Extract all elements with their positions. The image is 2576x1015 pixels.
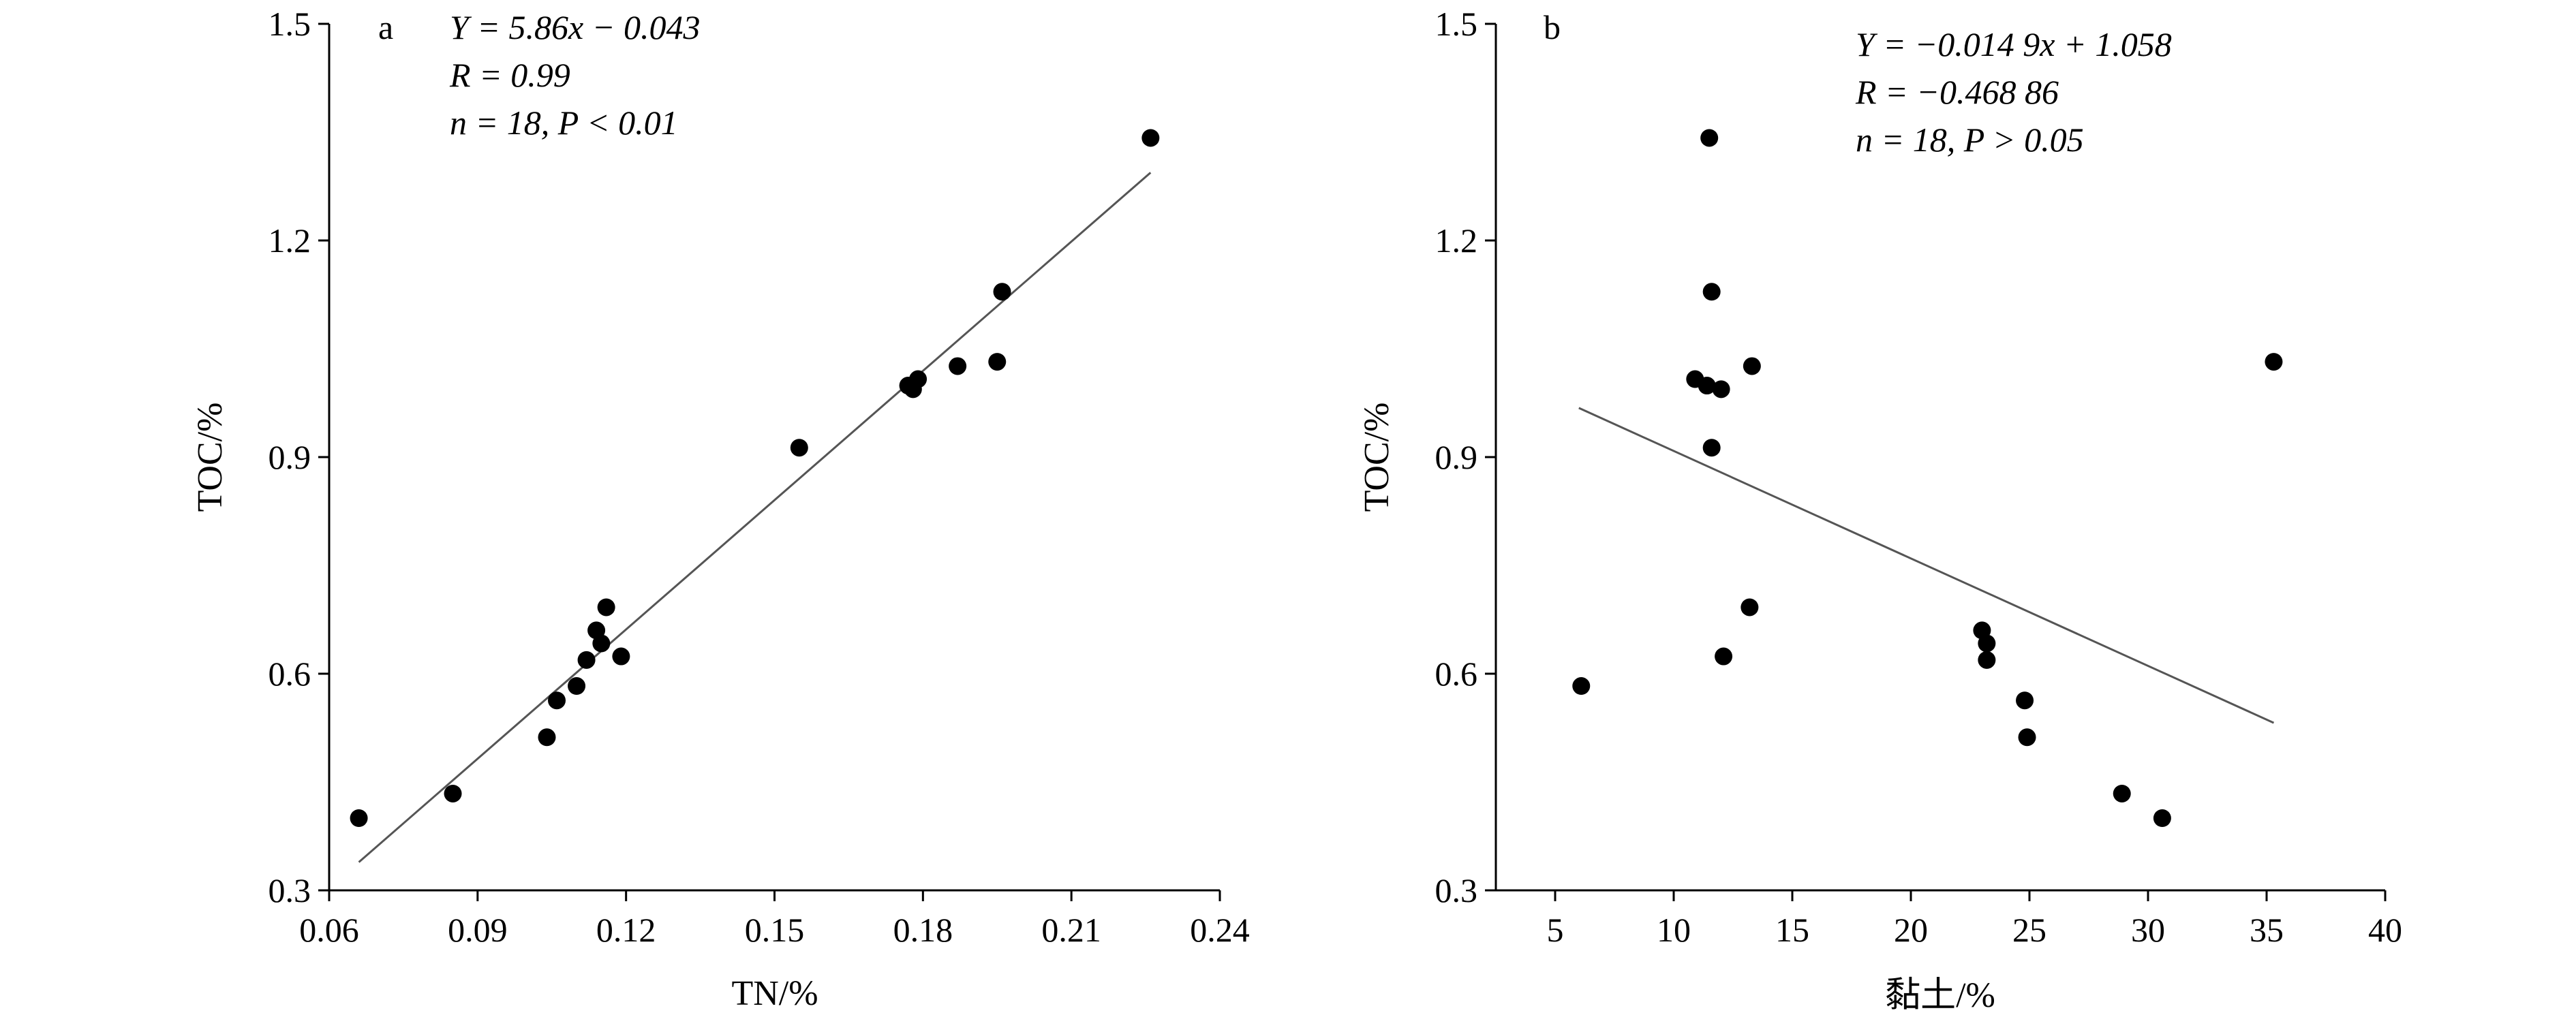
panel-a-label: a — [378, 8, 393, 46]
panel-b-data-point — [1698, 377, 1716, 395]
panel-a-data-point — [592, 634, 611, 653]
panel-b-data-point — [1978, 651, 1996, 669]
panel-b-x-tick-label: 35 — [2250, 911, 2284, 949]
panel-a-r-value: R = 0.99 — [449, 56, 570, 94]
panel-b-data-point — [2265, 353, 2283, 371]
panel-b-data-point — [1702, 283, 1721, 301]
panel-a-fit-line-group — [358, 172, 1152, 863]
panel-a-data-point — [909, 370, 927, 388]
panel-b-data-point — [1712, 380, 1730, 399]
panel-b-data-point — [1743, 357, 1761, 375]
panel-b-y-tick-label: 1.2 — [1435, 221, 1478, 260]
panel-a-x-tick-label: 0.09 — [448, 911, 508, 949]
panel-a-y-tick-label: 0.9 — [269, 438, 311, 476]
panel-b-y-tick-label: 1.5 — [1435, 5, 1478, 43]
panel-a-data-point — [350, 809, 368, 827]
panel-a-data-point — [790, 439, 808, 457]
panel-a-y-tick-label: 0.3 — [269, 871, 311, 909]
panel-b-y-ticks: 0.3 0.6 0.9 1.2 1.5 — [1435, 5, 1496, 909]
panel-a-y-tick-label: 1.5 — [269, 5, 311, 43]
panel-b-data-point — [1702, 439, 1721, 457]
panel-b-data-point — [2016, 691, 2034, 710]
panel-b-y-tick-label: 0.3 — [1435, 871, 1478, 909]
panel-a-x-tick-label: 0.12 — [596, 911, 656, 949]
panel-b-data-point — [1978, 634, 1996, 653]
panel-a-chart: 0.06 0.09 0.12 0.15 0.18 0.21 0.24 0.3 0.6 0.9 1.… — [191, 5, 1250, 1013]
panel-a-x-tick-label: 0.18 — [893, 911, 953, 949]
panel-b-x-tick-label: 20 — [1894, 911, 1928, 949]
panel-a-data-point — [548, 691, 566, 710]
panel-a-data-point — [577, 651, 596, 669]
panel-b-y-tick-label: 0.9 — [1435, 438, 1478, 476]
panel-a-x-tick-label: 0.24 — [1190, 911, 1250, 949]
panel-a-data-point — [1141, 129, 1160, 147]
panel-b-data-point — [2113, 784, 2131, 802]
panel-a-x-axis-label: TN/% — [731, 974, 818, 1013]
panel-b-fit-line-group — [1578, 407, 2275, 724]
panel-a-x-tick-label: 0.06 — [299, 911, 359, 949]
panel-b-x-ticks: 5 10 15 20 25 30 35 40 — [1547, 890, 2402, 949]
panel-b-points — [1572, 129, 2283, 827]
panel-a-y-tick-label: 1.2 — [269, 221, 311, 260]
panel-b-x-tick-label: 30 — [2131, 911, 2165, 949]
panel-b-y-tick-label: 0.6 — [1435, 655, 1478, 693]
panel-a-x-tick-label: 0.15 — [745, 911, 805, 949]
panel-b-r-value: R = −0.468 86 — [1855, 73, 2059, 111]
panel-a-fit-line — [358, 172, 1152, 863]
panel-a-data-point — [597, 598, 615, 616]
panel-a-data-point — [538, 728, 556, 747]
panel-b-x-tick-label: 40 — [2368, 911, 2402, 949]
panel-a-y-ticks: 0.3 0.6 0.9 1.2 1.5 — [269, 5, 329, 909]
panel-b-data-point — [1572, 677, 1591, 696]
panel-b-x-tick-label: 15 — [1775, 911, 1809, 949]
panel-b-data-point — [1715, 647, 1733, 666]
panel-b-data-point — [2153, 809, 2171, 827]
panel-b-fit-line — [1578, 407, 2275, 724]
panel-b-data-point — [1700, 129, 1719, 147]
panel-b-data-point — [1741, 598, 1759, 616]
panel-b-x-tick-label: 5 — [1547, 911, 1564, 949]
panel-a-equation: Y = 5.86x − 0.043 — [450, 8, 700, 46]
panel-a-data-point — [612, 647, 630, 666]
panel-a-y-axis-label: TOC/% — [191, 403, 230, 512]
panel-a-n-p: n = 18, P < 0.01 — [450, 104, 678, 142]
panel-b-x-tick-label: 25 — [2012, 911, 2046, 949]
panel-a-data-point — [949, 357, 967, 375]
panel-a-data-point — [988, 353, 1007, 371]
panel-a-points — [350, 129, 1160, 827]
panel-b-x-axis-label: 黏土/% — [1885, 976, 1995, 1015]
panel-b-chart: 5 10 15 20 25 30 35 40 0.3 0.6 0.9 1.2 1.5 b Y = −0… — [1358, 5, 2402, 1015]
panel-b-y-axis-label: TOC/% — [1358, 403, 1396, 512]
panel-a-data-point — [444, 784, 462, 802]
panel-a-data-point — [568, 677, 586, 696]
panel-b-x-tick-label: 10 — [1657, 911, 1691, 949]
panel-b-equation: Y = −0.014 9x + 1.058 — [1856, 25, 2172, 63]
panel-a-y-tick-label: 0.6 — [269, 655, 311, 693]
panel-a-x-tick-label: 0.21 — [1041, 911, 1101, 949]
panel-b-data-point — [2018, 728, 2036, 747]
panel-b-label: b — [1544, 8, 1561, 46]
panel-a-x-ticks: 0.06 0.09 0.12 0.15 0.18 0.21 0.24 — [299, 890, 1250, 949]
panel-a-data-point — [993, 283, 1011, 301]
panel-b-n-p: n = 18, P > 0.05 — [1856, 121, 2084, 159]
